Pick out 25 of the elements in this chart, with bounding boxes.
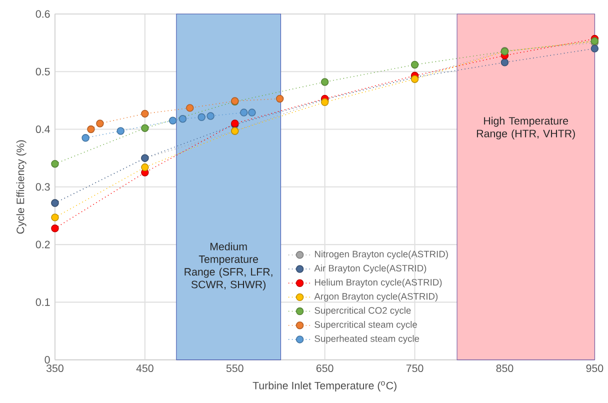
- y-tick-label: 0.6: [36, 10, 50, 18]
- x-tick-label: 350: [46, 364, 64, 372]
- legend-label: Air Brayton Cycle(ASTRID): [314, 264, 426, 274]
- x-tick-label: 950: [586, 364, 604, 372]
- x-tick-label: 850: [496, 364, 514, 372]
- x-tick-label: 650: [316, 364, 334, 372]
- legend-label: Argon Brayton cycle(ASTRID): [314, 292, 438, 302]
- x-tick-label: 750: [406, 364, 424, 372]
- legend-label: Nitrogen Brayton cycle(ASTRID): [315, 250, 448, 260]
- x-tick-label: 550: [226, 364, 244, 372]
- y-tick-label: 0.2: [36, 240, 50, 248]
- y-tick-label: 0.1: [36, 298, 50, 306]
- band-label: High Temperature Range (HTR, VHTR): [476, 116, 575, 140]
- y-tick-label: 0.4: [36, 126, 50, 134]
- y-axis-title: Cycle Efficiency (%): [16, 140, 26, 234]
- y-tick-label: 0.3: [36, 183, 50, 191]
- y-tick-label: 0.5: [36, 68, 50, 76]
- x-axis-title: Turbine Inlet Temperature ($^{o}$C): [252, 381, 396, 392]
- band-label: Medium Temperature Range (SFR, LFR, SCWR, SHWR): [184, 242, 272, 291]
- legend-label: Helium Brayton cycle(ASTRID): [315, 278, 442, 288]
- legend-label: Superheated steam cycle: [314, 335, 420, 344]
- legend-label: Supercritical CO2 cycle: [314, 307, 411, 316]
- legend-label: Supercritical steam cycle: [314, 321, 417, 330]
- y-tick-label: 0: [44, 356, 50, 364]
- x-tick-label: 450: [136, 364, 154, 372]
